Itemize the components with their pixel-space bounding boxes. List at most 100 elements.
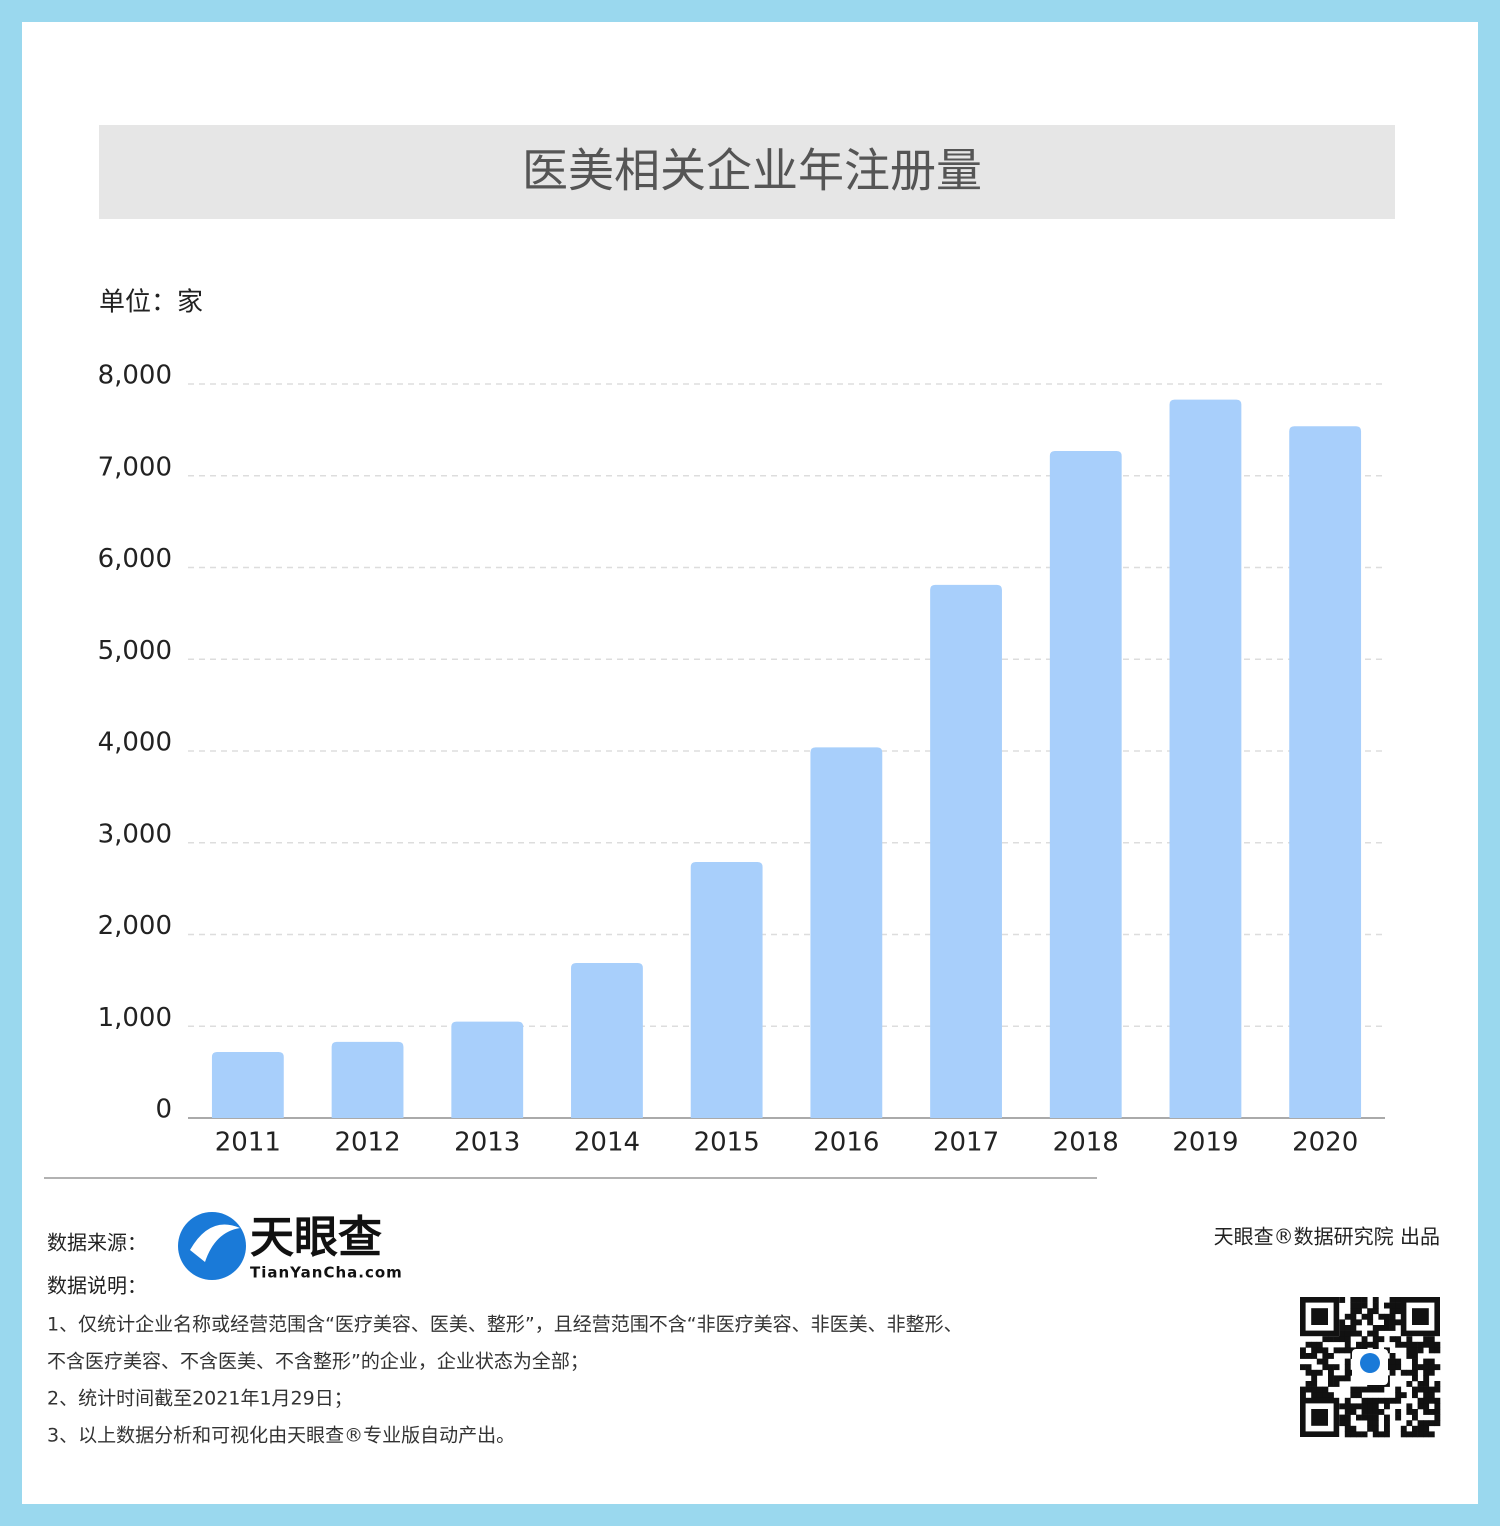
- qr-cell: [1389, 1319, 1396, 1326]
- qr-cell: [1412, 1375, 1418, 1382]
- qr-cell: [1356, 1319, 1362, 1326]
- qr-cell: [1372, 1341, 1379, 1348]
- qr-cell: [1328, 1364, 1334, 1371]
- note-line: 1、仅统计企业名称或经营范围含“医疗美容、医美、整形”，且经营范围不含“非医疗美…: [47, 1314, 963, 1336]
- qr-cell: [1428, 1347, 1435, 1354]
- qr-cell: [1356, 1403, 1362, 1410]
- qr-cell: [1333, 1375, 1340, 1382]
- qr-cell: [1372, 1325, 1379, 1331]
- qr-cell: [1322, 1353, 1329, 1359]
- qr-cell: [1300, 1364, 1306, 1371]
- qr-cell: [1389, 1336, 1396, 1343]
- x-tick-label: 2018: [1053, 1128, 1119, 1158]
- qr-code: [1300, 1297, 1441, 1438]
- qr-cell: [1389, 1308, 1396, 1315]
- qr-cell: [1316, 1386, 1323, 1393]
- qr-cell: [1344, 1347, 1351, 1354]
- qr-cell: [1305, 1386, 1312, 1393]
- qr-cell: [1322, 1364, 1329, 1371]
- qr-cell: [1423, 1375, 1430, 1382]
- qr-cell: [1423, 1358, 1430, 1365]
- qr-cell: [1344, 1414, 1351, 1421]
- qr-cell: [1417, 1386, 1424, 1393]
- qr-cell: [1412, 1358, 1418, 1365]
- qr-cell: [1412, 1386, 1418, 1393]
- qr-cell: [1361, 1409, 1368, 1415]
- qr-cell: [1311, 1369, 1318, 1376]
- qr-cell: [1417, 1364, 1424, 1371]
- qr-cell: [1311, 1392, 1318, 1399]
- qr-cell: [1423, 1381, 1430, 1387]
- qr-cell: [1428, 1392, 1435, 1399]
- qr-cell: [1372, 1431, 1379, 1438]
- y-tick-label: 6,000: [98, 544, 172, 574]
- qr-cell: [1372, 1420, 1379, 1427]
- x-tick-label: 2017: [933, 1128, 999, 1158]
- qr-cell: [1344, 1409, 1351, 1415]
- qr-cell: [1350, 1425, 1357, 1432]
- bar: [930, 584, 1002, 1118]
- qr-cell: [1305, 1353, 1312, 1359]
- qr-cell: [1344, 1397, 1351, 1404]
- qr-cell: [1384, 1325, 1390, 1331]
- qr-cell: [1423, 1364, 1430, 1371]
- qr-cell: [1384, 1431, 1390, 1438]
- qr-cell: [1417, 1397, 1424, 1404]
- background: [22, 22, 1478, 1504]
- qr-logo: [1360, 1353, 1380, 1373]
- bar: [211, 1051, 284, 1118]
- qr-cell: [1389, 1313, 1396, 1320]
- qr-cell: [1406, 1409, 1413, 1415]
- qr-cell: [1434, 1420, 1441, 1427]
- qr-cell: [1356, 1392, 1362, 1399]
- qr-cell: [1417, 1347, 1424, 1354]
- qr-cell: [1423, 1431, 1430, 1438]
- qr-cell: [1412, 1392, 1418, 1399]
- qr-cell: [1406, 1369, 1413, 1376]
- qr-cell: [1434, 1341, 1441, 1348]
- qr-cell: [1367, 1420, 1374, 1427]
- y-tick-label: 8,000: [98, 361, 172, 391]
- logo-name: 天眼查: [250, 1212, 382, 1263]
- qr-cell: [1322, 1358, 1329, 1365]
- qr-cell: [1305, 1381, 1312, 1387]
- qr-cell: [1372, 1409, 1379, 1415]
- title-band: [99, 125, 1395, 219]
- x-tick-label: 2013: [454, 1128, 520, 1158]
- qr-finder: [1300, 1397, 1340, 1437]
- qr-cell: [1356, 1297, 1362, 1303]
- qr-cell: [1361, 1386, 1368, 1393]
- qr-cell: [1339, 1420, 1346, 1427]
- qr-cell: [1367, 1308, 1374, 1315]
- bar: [1289, 426, 1362, 1119]
- qr-cell: [1423, 1392, 1430, 1399]
- qr-cell: [1423, 1386, 1430, 1393]
- qr-cell: [1339, 1347, 1346, 1354]
- qr-cell: [1384, 1403, 1390, 1410]
- qr-cell: [1333, 1381, 1340, 1387]
- qr-cell: [1322, 1392, 1329, 1399]
- qr-cell: [1412, 1353, 1418, 1359]
- qr-cell: [1311, 1347, 1318, 1354]
- qr-cell: [1428, 1409, 1435, 1415]
- qr-cell: [1367, 1414, 1374, 1421]
- qr-cell: [1423, 1403, 1430, 1410]
- qr-cell: [1434, 1381, 1441, 1387]
- qr-cell: [1361, 1302, 1368, 1309]
- qr-cell: [1378, 1313, 1385, 1320]
- qr-cell: [1423, 1336, 1430, 1343]
- qr-cell: [1389, 1369, 1396, 1376]
- qr-cell: [1367, 1409, 1374, 1415]
- qr-cell: [1384, 1420, 1390, 1427]
- y-tick-label: 2,000: [98, 911, 172, 941]
- qr-cell: [1361, 1297, 1368, 1303]
- qr-cell: [1339, 1297, 1346, 1303]
- qr-cell: [1350, 1386, 1357, 1393]
- qr-cell: [1300, 1347, 1306, 1354]
- qr-cell: [1316, 1347, 1323, 1354]
- qr-cell: [1395, 1336, 1402, 1343]
- qr-cell: [1344, 1420, 1351, 1427]
- qr-cell: [1328, 1353, 1334, 1359]
- producer: 天眼查®数据研究院 出品: [1214, 1225, 1440, 1249]
- qr-cell: [1305, 1369, 1312, 1376]
